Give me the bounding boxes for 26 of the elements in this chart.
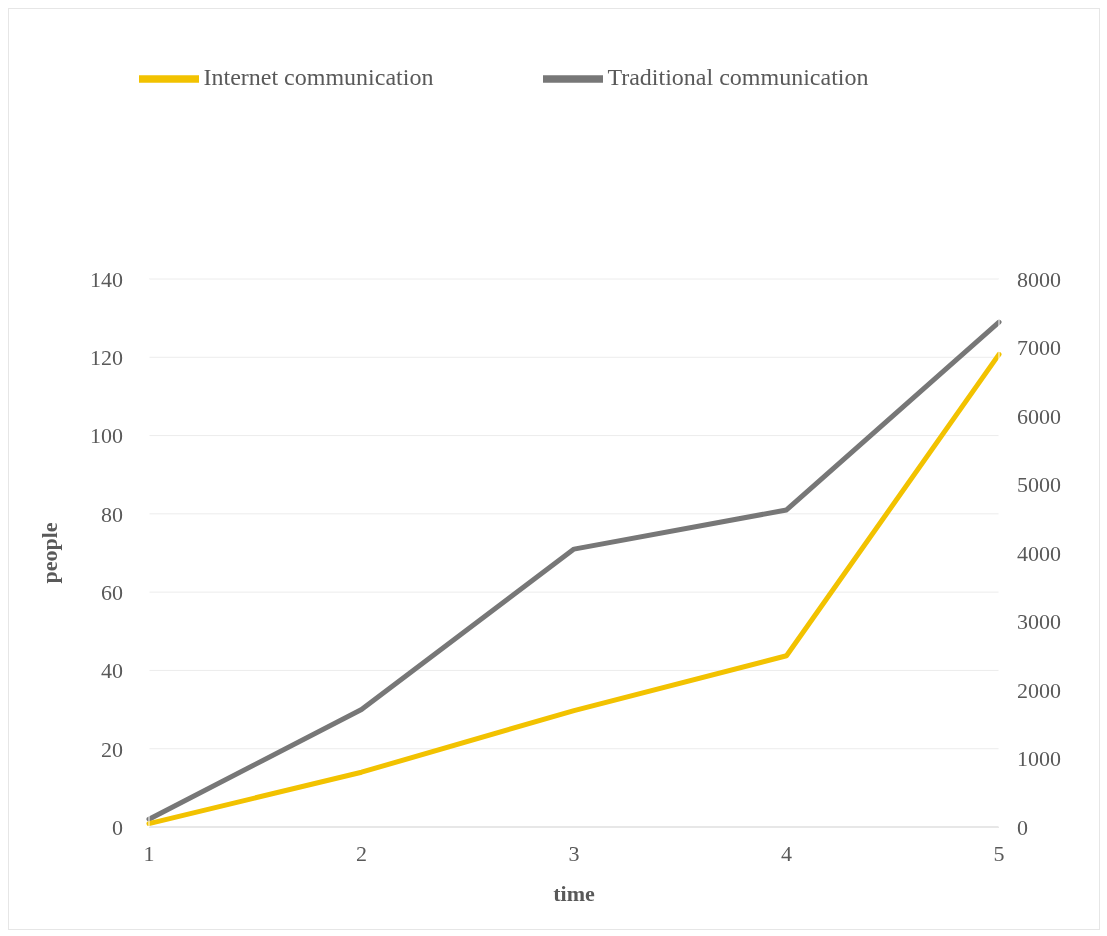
y-tick-label: 140 [90, 266, 123, 292]
y2-tick-label: 4000 [1017, 540, 1061, 566]
y-tick-label: 120 [90, 345, 123, 371]
y-tick-label: 0 [112, 814, 123, 840]
x-tick-label: 2 [356, 840, 367, 866]
y-tick-label: 20 [101, 736, 123, 762]
y2-tick-label: 7000 [1017, 335, 1061, 361]
y2-tick-label: 0 [1017, 814, 1028, 840]
x-tick-label: 5 [993, 840, 1005, 866]
y-tick-label: 40 [101, 658, 123, 684]
y-tick-label: 60 [101, 579, 123, 605]
y2-tick-label: 2000 [1017, 677, 1061, 703]
x-tick-label: 1 [143, 840, 155, 866]
legend-label: Internet communication [203, 63, 434, 90]
y-axis-title: people [36, 522, 62, 584]
y2-tick-label: 1000 [1017, 746, 1061, 772]
y2-tick-label: 6000 [1017, 403, 1061, 429]
y2-tick-label: 3000 [1017, 609, 1061, 635]
y2-tick-label: 5000 [1017, 472, 1061, 498]
x-tick-label: 4 [781, 840, 792, 866]
x-axis-title: time [553, 881, 595, 906]
y2-tick-label: 8000 [1017, 266, 1061, 292]
x-tick-label: 3 [568, 840, 580, 866]
y-tick-label: 100 [90, 423, 123, 449]
legend-label: Traditional communication [607, 63, 869, 90]
y-tick-label: 80 [101, 501, 123, 527]
